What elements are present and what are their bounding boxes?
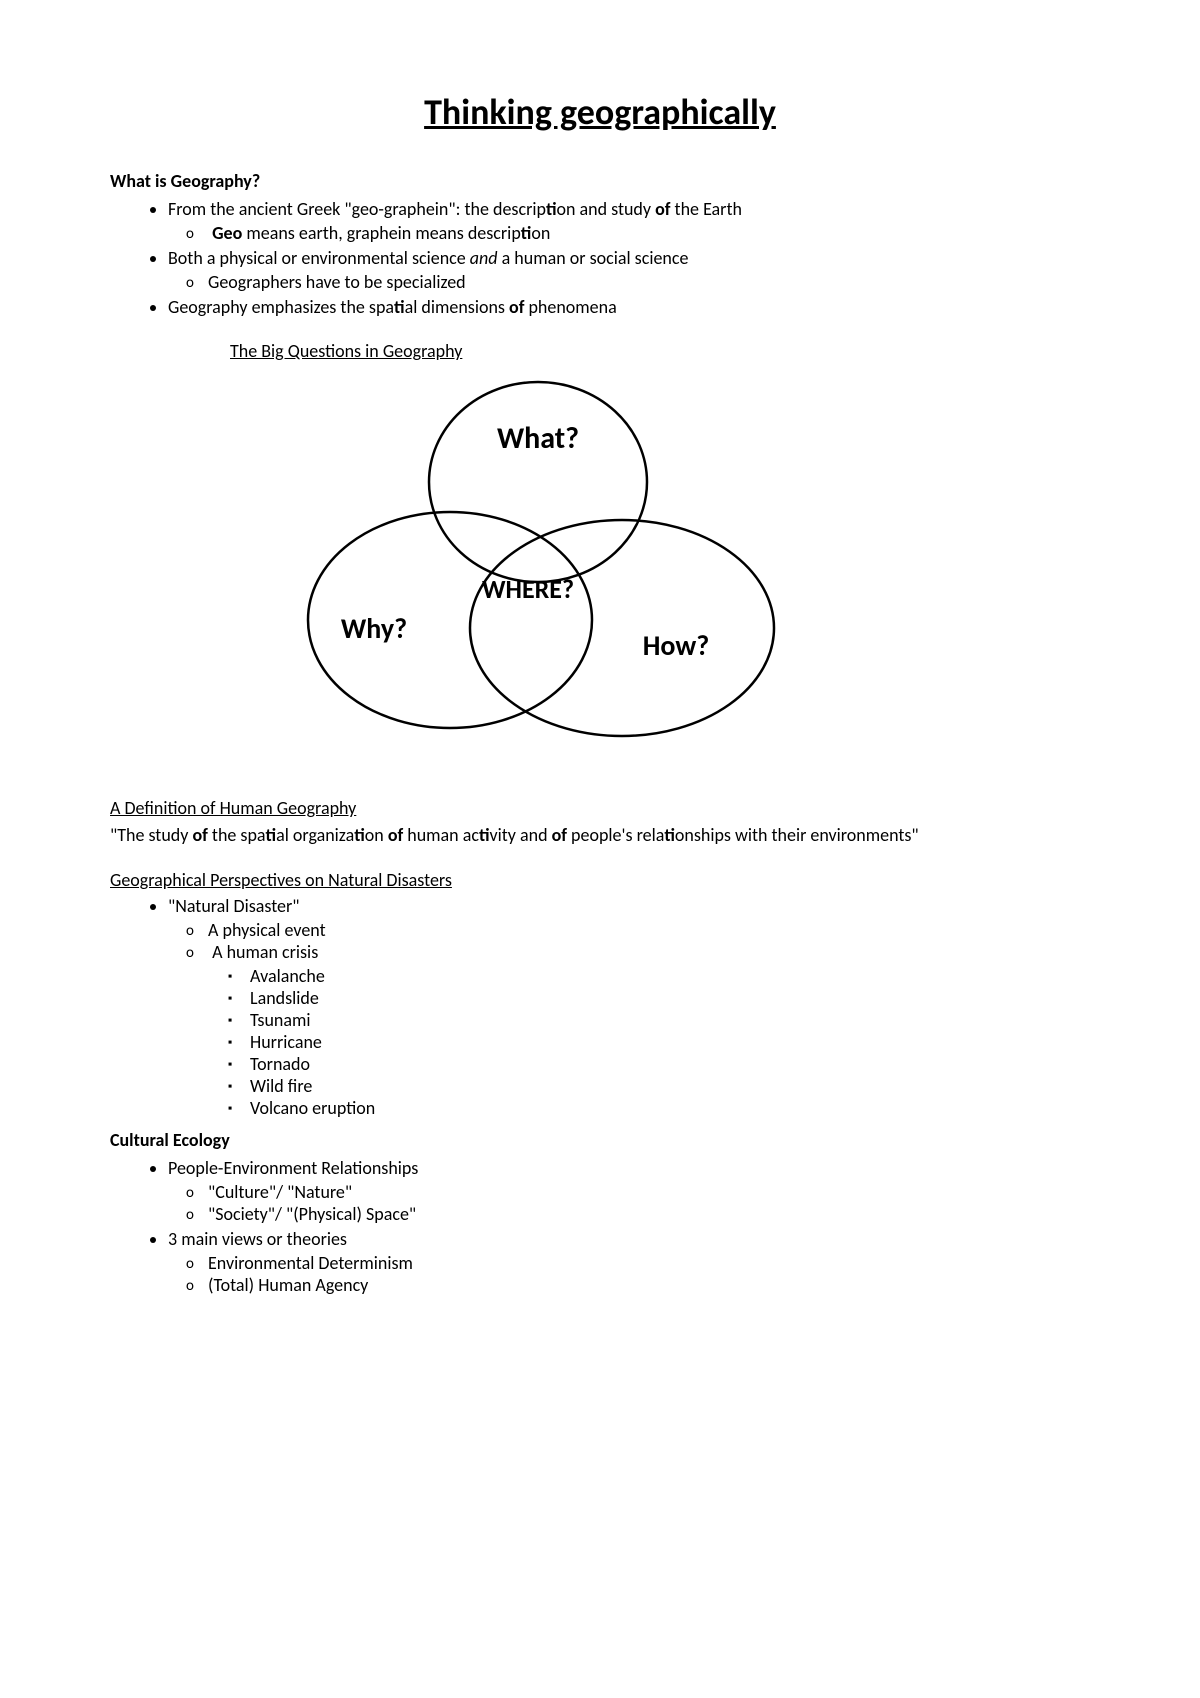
venn-circle bbox=[470, 520, 774, 736]
definition-text: "The study of the spatial organization o… bbox=[110, 823, 1090, 847]
text: the spa bbox=[208, 824, 266, 846]
text: means earth, graphein means descrip bbox=[242, 222, 520, 244]
list-item: Tornado bbox=[250, 1053, 1090, 1075]
text-bold: ti bbox=[394, 296, 405, 318]
venn-label-left: Why? bbox=[341, 611, 407, 646]
list-item: (Total) Human Agency bbox=[208, 1274, 1090, 1296]
venn-diagram: What? Why? How? WHERE? bbox=[270, 370, 800, 775]
text: From the ancient Greek "geo-graphein": t… bbox=[168, 198, 546, 220]
text: on and study bbox=[556, 198, 655, 220]
list-item: Volcano eruption bbox=[250, 1097, 1090, 1119]
text: Geography emphasizes the spa bbox=[168, 296, 394, 318]
text: People-Environment Relationships bbox=[168, 1157, 418, 1179]
list-item: People-Environment Relationships "Cultur… bbox=[168, 1157, 1090, 1225]
text-bold: ti bbox=[521, 222, 532, 244]
sub-list: A physical event A human crisis Avalanch… bbox=[168, 919, 1090, 1119]
text: the Earth bbox=[670, 198, 741, 220]
list-item: A physical event bbox=[208, 919, 1090, 941]
sub-list: "Culture"/ "Nature" "Society"/ "(Physica… bbox=[168, 1181, 1090, 1225]
text: people's rela bbox=[567, 824, 664, 846]
text-italic: and bbox=[470, 247, 498, 269]
list-item: Geography emphasizes the spatial dimensi… bbox=[168, 296, 1090, 318]
text: human ac bbox=[403, 824, 479, 846]
section-heading-what-is-geography: What is Geography? bbox=[110, 170, 1090, 192]
text: al dimensions bbox=[405, 296, 509, 318]
text: Both a physical or environmental science bbox=[168, 247, 470, 269]
list-item: 3 main views or theories Environmental D… bbox=[168, 1228, 1090, 1296]
list-item: Wild fire bbox=[250, 1075, 1090, 1097]
list-item: "Culture"/ "Nature" bbox=[208, 1181, 1090, 1203]
list-item: Both a physical or environmental science… bbox=[168, 247, 1090, 293]
section-heading-definition: A Definition of Human Geography bbox=[110, 797, 1090, 819]
bullet-list: From the ancient Greek "geo-graphein": t… bbox=[110, 198, 1090, 318]
text: phenomena bbox=[524, 296, 616, 318]
text: on bbox=[531, 222, 550, 244]
section-heading-perspectives: Geographical Perspectives on Natural Dis… bbox=[110, 869, 1090, 891]
text-bold: of bbox=[552, 824, 567, 846]
list-item: "Society"/ "(Physical) Space" bbox=[208, 1203, 1090, 1225]
text-bold: ti bbox=[546, 198, 557, 220]
list-item: Tsunami bbox=[250, 1009, 1090, 1031]
text-bold: ti bbox=[266, 824, 277, 846]
list-item: Landslide bbox=[250, 987, 1090, 1009]
list-item: Avalanche bbox=[250, 965, 1090, 987]
text-bold: of bbox=[655, 198, 670, 220]
sub-list: Geographers have to be specialized bbox=[168, 271, 1090, 293]
list-item: Geo means earth, graphein means descript… bbox=[208, 222, 1090, 244]
text-bold: of bbox=[388, 824, 403, 846]
text: al organiza bbox=[276, 824, 354, 846]
sub-list: Geo means earth, graphein means descript… bbox=[168, 222, 1090, 244]
text-bold: of bbox=[192, 824, 207, 846]
text-bold: ti bbox=[479, 824, 490, 846]
disaster-list: AvalancheLandslideTsunamiHurricaneTornad… bbox=[208, 965, 1090, 1119]
text-bold: ti bbox=[354, 824, 365, 846]
text-bold: ti bbox=[664, 824, 675, 846]
sub-list: Environmental Determinism (Total) Human … bbox=[168, 1252, 1090, 1296]
list-item: Geographers have to be specialized bbox=[208, 271, 1090, 293]
text-bold: Geo bbox=[212, 222, 242, 244]
venn-svg: What? Why? How? WHERE? bbox=[270, 370, 800, 770]
list-item: Hurricane bbox=[250, 1031, 1090, 1053]
text-bold: of bbox=[509, 296, 524, 318]
bullet-list: People-Environment Relationships "Cultur… bbox=[110, 1157, 1090, 1296]
text: vity and bbox=[489, 824, 551, 846]
section-heading-cultural-ecology: Cultural Ecology bbox=[110, 1129, 1090, 1151]
text: onships with their environments" bbox=[675, 824, 919, 846]
page-title: Thinking geographically bbox=[110, 90, 1090, 134]
text: a human or social science bbox=[498, 247, 689, 269]
list-item: Environmental Determinism bbox=[208, 1252, 1090, 1274]
text: "The study bbox=[110, 824, 192, 846]
list-item: A human crisis AvalancheLandslideTsunami… bbox=[208, 941, 1090, 1119]
text: A human crisis bbox=[212, 941, 318, 963]
text: 3 main views or theories bbox=[168, 1228, 347, 1250]
venn-label-center: WHERE? bbox=[482, 573, 574, 605]
document-page: Thinking geographically What is Geograph… bbox=[0, 0, 1200, 1366]
text: on bbox=[365, 824, 388, 846]
venn-label-right: How? bbox=[643, 628, 710, 663]
list-item: From the ancient Greek "geo-graphein": t… bbox=[168, 198, 1090, 244]
section-heading-big-questions: The Big Questions in Geography bbox=[230, 340, 1090, 362]
list-item: "Natural Disaster" A physical event A hu… bbox=[168, 895, 1090, 1119]
venn-label-top: What? bbox=[497, 420, 579, 457]
text: "Natural Disaster" bbox=[168, 895, 300, 917]
bullet-list: "Natural Disaster" A physical event A hu… bbox=[110, 895, 1090, 1119]
venn-circle bbox=[429, 382, 647, 582]
